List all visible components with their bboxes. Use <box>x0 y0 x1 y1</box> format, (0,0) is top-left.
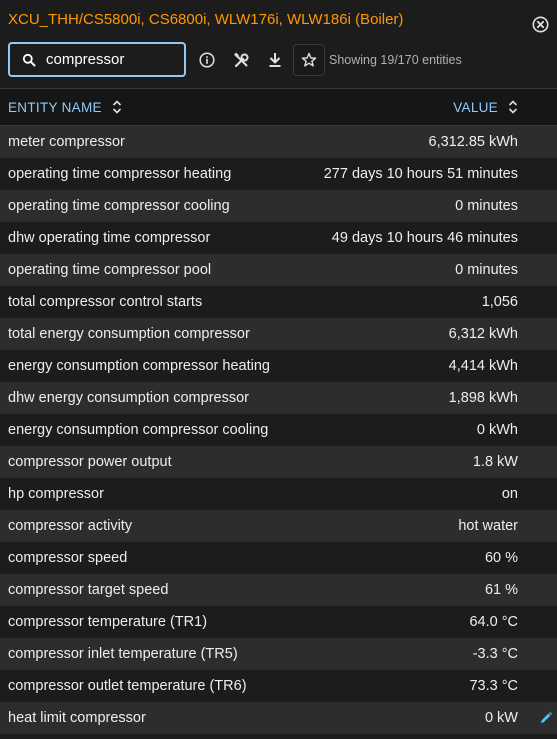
dialog-header: XCU_THH/CS5800i, CS6800i, WLW176i, WLW18… <box>0 0 557 42</box>
table-row[interactable]: compressor target speed 61 % <box>0 574 557 606</box>
table-row[interactable]: compressor activity hot water <box>0 510 557 542</box>
info-icon <box>199 52 215 68</box>
table-row[interactable]: operating time compressor cooling 0 minut… <box>0 190 557 222</box>
entity-name: heat limit compressor <box>8 710 146 726</box>
entity-name: dhw energy consumption compressor <box>8 390 249 406</box>
tools-icon <box>233 52 250 69</box>
toolbar: Showing 19/170 entities <box>0 42 557 88</box>
entity-value: 61 % <box>484 582 518 598</box>
search-input[interactable] <box>46 51 166 68</box>
entity-value: 6,312.85 kWh <box>428 134 518 150</box>
close-button[interactable] <box>532 16 549 33</box>
entity-name: compressor target speed <box>8 582 169 598</box>
entity-name: energy consumption compressor heating <box>8 358 270 374</box>
table-row[interactable]: dhw energy consumption compressor 1,898 k… <box>0 382 557 414</box>
entity-value: 6,312 kWh <box>448 326 518 342</box>
entity-name: meter compressor <box>8 134 125 150</box>
entity-name: hp compressor <box>8 486 104 502</box>
star-icon <box>301 52 317 68</box>
table-row[interactable]: energy consumption compressor cooling 0 k… <box>0 414 557 446</box>
entity-name: energy consumption compressor cooling <box>8 422 269 438</box>
entity-table: ENTITY NAME VALUE meter compressor 6,312.… <box>0 88 557 734</box>
download-button[interactable] <box>259 44 291 76</box>
entity-value: on <box>501 486 518 502</box>
entity-name: total compressor control starts <box>8 294 203 310</box>
entity-name: operating time compressor pool <box>8 262 212 278</box>
search-icon <box>22 53 36 67</box>
column-header-value[interactable]: VALUE <box>453 99 557 115</box>
entity-name: compressor speed <box>8 550 128 566</box>
entity-name: operating time compressor heating <box>8 166 232 182</box>
pencil-icon[interactable] <box>539 711 553 725</box>
entity-name: operating time compressor cooling <box>8 198 230 214</box>
table-body: meter compressor 6,312.85 kWh operating ti… <box>0 126 557 734</box>
entity-value: 277 days 10 hours 51 minutes <box>323 166 518 182</box>
table-row[interactable]: dhw operating time compressor 49 days 10 … <box>0 222 557 254</box>
entity-value: 1.8 kW <box>472 454 518 470</box>
entity-value: 1,898 kWh <box>448 390 518 406</box>
table-row[interactable]: compressor power output 1.8 kW <box>0 446 557 478</box>
table-row[interactable]: compressor speed 60 % <box>0 542 557 574</box>
entity-value: -3.3 °C <box>472 646 518 662</box>
entity-value: 4,414 kWh <box>448 358 518 374</box>
table-row[interactable]: operating time compressor pool 0 minutes <box>0 254 557 286</box>
entity-name: dhw operating time compressor <box>8 230 211 246</box>
sort-icon <box>112 99 122 115</box>
sort-icon <box>508 99 518 115</box>
entity-name: compressor temperature (TR1) <box>8 614 208 630</box>
info-button[interactable] <box>191 44 223 76</box>
entity-value: 1,056 <box>481 294 518 310</box>
entity-value: 0 minutes <box>455 262 518 278</box>
download-icon <box>268 52 282 68</box>
column-header-value-label: VALUE <box>453 99 498 115</box>
table-header: ENTITY NAME VALUE <box>0 88 557 126</box>
entity-value: 0 minutes <box>455 198 518 214</box>
table-row[interactable]: compressor outlet temperature (TR6) 73.3 … <box>0 670 557 702</box>
entity-name: compressor power output <box>8 454 172 470</box>
favorite-button[interactable] <box>293 44 325 76</box>
column-header-name-label: ENTITY NAME <box>8 99 102 115</box>
entity-value: 73.3 °C <box>469 678 518 694</box>
close-circle-icon <box>532 16 549 33</box>
table-row[interactable]: energy consumption compressor heating 4,4… <box>0 350 557 382</box>
entity-value: 49 days 10 hours 46 minutes <box>331 230 518 246</box>
entity-name: compressor outlet temperature (TR6) <box>8 678 247 694</box>
table-row[interactable]: meter compressor 6,312.85 kWh <box>0 126 557 158</box>
search-field[interactable] <box>8 42 186 77</box>
entity-name: compressor activity <box>8 518 133 534</box>
table-row[interactable]: total compressor control starts 1,056 <box>0 286 557 318</box>
table-row[interactable]: heat limit compressor 0 kW <box>0 702 557 734</box>
entity-value: hot water <box>458 518 518 534</box>
entity-value: 0 kWh <box>476 422 518 438</box>
entity-value: 0 kW <box>484 710 518 726</box>
table-row[interactable]: hp compressor on <box>0 478 557 510</box>
entity-value: 64.0 °C <box>469 614 518 630</box>
entity-count: Showing 19/170 entities <box>329 53 462 67</box>
table-row[interactable]: total energy consumption compressor 6,312… <box>0 318 557 350</box>
tools-button[interactable] <box>225 44 257 76</box>
table-row[interactable]: compressor temperature (TR1) 64.0 °C <box>0 606 557 638</box>
column-header-name[interactable]: ENTITY NAME <box>0 99 122 115</box>
entity-value: 60 % <box>484 550 518 566</box>
table-row[interactable]: compressor inlet temperature (TR5) -3.3 °… <box>0 638 557 670</box>
dialog-title: XCU_THH/CS5800i, CS6800i, WLW176i, WLW18… <box>8 11 404 28</box>
table-row[interactable]: operating time compressor heating 277 day… <box>0 158 557 190</box>
entity-name: total energy consumption compressor <box>8 326 250 342</box>
entity-name: compressor inlet temperature (TR5) <box>8 646 238 662</box>
